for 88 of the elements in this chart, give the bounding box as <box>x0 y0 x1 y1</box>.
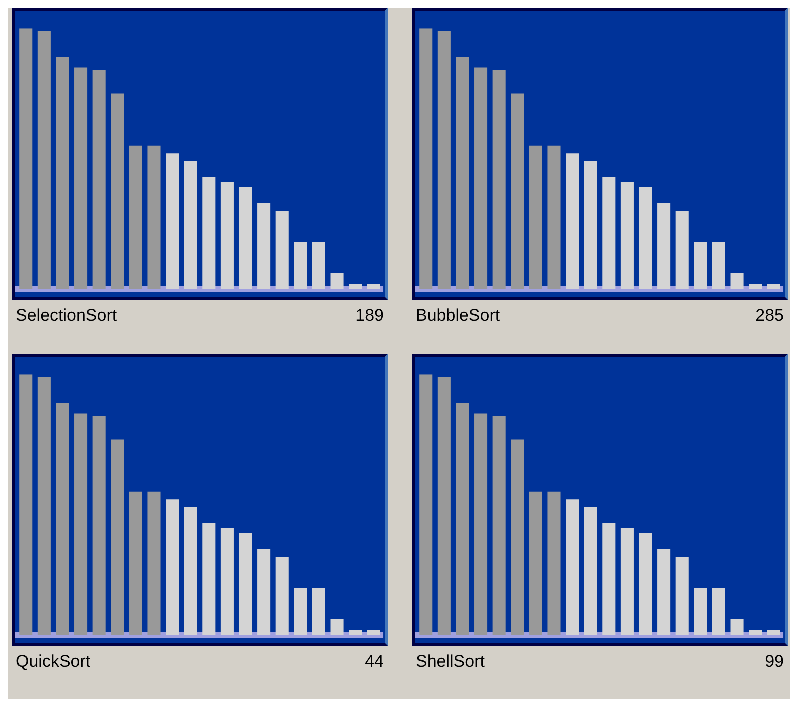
text: QuickSort <box>16 652 91 673</box>
bar <box>730 274 744 290</box>
bar <box>74 414 88 636</box>
bar <box>38 31 51 290</box>
bar <box>129 492 142 636</box>
bar <box>492 416 506 636</box>
bar <box>367 284 380 290</box>
bar <box>438 31 451 290</box>
bar <box>767 284 780 290</box>
bar <box>584 508 598 636</box>
text: ShellSort <box>416 652 485 673</box>
bar <box>220 528 234 636</box>
bar <box>38 377 51 636</box>
bar <box>676 557 689 636</box>
bar <box>330 274 344 290</box>
bar <box>184 162 198 290</box>
bar <box>658 549 671 636</box>
bar <box>92 416 106 636</box>
bar <box>602 177 616 290</box>
bar <box>548 492 561 636</box>
bar <box>529 146 542 290</box>
bar <box>349 284 362 290</box>
bar <box>529 492 542 636</box>
bar <box>474 68 488 290</box>
bar <box>749 630 762 636</box>
bar <box>492 70 506 290</box>
bar <box>676 211 689 290</box>
bar <box>148 492 161 636</box>
bar <box>511 440 524 636</box>
bar <box>202 523 216 636</box>
bar <box>658 203 671 290</box>
text: 99 <box>765 652 784 671</box>
bar <box>166 154 180 290</box>
bar <box>620 528 634 636</box>
bar <box>767 630 780 636</box>
bar <box>129 146 142 290</box>
bar <box>111 94 124 290</box>
bar <box>712 242 726 290</box>
bar <box>749 284 762 290</box>
bar <box>220 182 234 290</box>
bar <box>239 188 252 290</box>
bar <box>474 414 488 636</box>
bar <box>184 508 198 636</box>
text: 44 <box>365 652 384 671</box>
bar <box>202 177 216 290</box>
bar <box>566 500 580 636</box>
bar <box>639 534 652 636</box>
bar <box>620 182 634 290</box>
bar <box>312 588 326 636</box>
bar <box>730 620 744 636</box>
text: BubbleSort <box>416 306 500 327</box>
text: 285 <box>756 306 784 325</box>
text: SelectionSort <box>16 306 118 327</box>
bar <box>694 242 708 290</box>
bar <box>456 57 470 290</box>
bar <box>258 203 271 290</box>
bar <box>239 534 252 636</box>
bar <box>258 549 271 636</box>
bar <box>438 377 451 636</box>
bar <box>74 68 88 290</box>
bar <box>20 28 33 290</box>
bar <box>420 374 433 636</box>
bar <box>367 630 380 636</box>
bar <box>511 94 524 290</box>
bar <box>566 154 580 290</box>
bar <box>330 620 344 636</box>
bar <box>639 188 652 290</box>
bar <box>148 146 161 290</box>
bar <box>456 403 470 636</box>
bar <box>276 557 289 636</box>
text: 189 <box>356 306 384 325</box>
bar <box>111 440 124 636</box>
bar <box>349 630 362 636</box>
bar <box>56 403 70 636</box>
bar <box>584 162 598 290</box>
bar <box>56 57 70 290</box>
bar <box>294 588 308 636</box>
bar <box>276 211 289 290</box>
bar <box>602 523 616 636</box>
bar <box>20 374 33 636</box>
bar <box>92 70 106 290</box>
bar <box>312 242 326 290</box>
bar <box>420 28 433 290</box>
bar <box>166 500 180 636</box>
bar <box>294 242 308 290</box>
bar <box>712 588 726 636</box>
bar <box>548 146 561 290</box>
bar <box>694 588 708 636</box>
